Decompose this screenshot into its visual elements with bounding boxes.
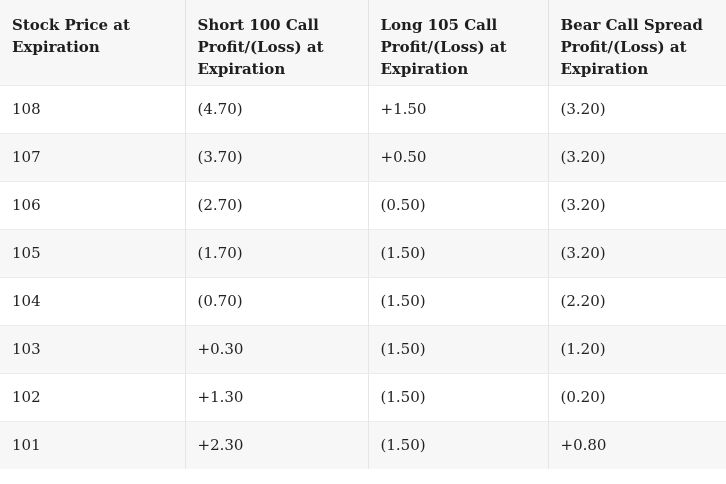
cell-spread: (2.20) [548,276,726,325]
cell-short-call: +1.30 [185,372,369,421]
table-row: 108 (4.70) +1.50 (3.20) [0,84,726,133]
cell-short-call: (1.70) [185,228,369,277]
cell-stock-price: 101 [0,420,186,469]
cell-spread: (3.20) [548,228,726,277]
cell-stock-price: 104 [0,276,186,325]
cell-spread: (0.20) [548,372,726,421]
cell-long-call: (1.50) [368,228,549,277]
table-header-row: Stock Price at Expiration Short 100 Call… [0,0,726,85]
cell-stock-price: 105 [0,228,186,277]
header-long-call: Long 105 Call Profit/(Loss) at Expiratio… [368,0,549,85]
cell-short-call: +2.30 [185,420,369,469]
cell-spread: +0.80 [548,420,726,469]
cell-stock-price: 102 [0,372,186,421]
header-bear-call-spread: Bear Call Spread Profit/(Loss) at Expira… [548,0,726,85]
cell-spread: (3.20) [548,180,726,229]
cell-long-call: (1.50) [368,372,549,421]
table-row: 102 +1.30 (1.50) (0.20) [0,372,726,421]
cell-stock-price: 106 [0,180,186,229]
cell-long-call: (1.50) [368,276,549,325]
cell-short-call: +0.30 [185,324,369,373]
table-row: 106 (2.70) (0.50) (3.20) [0,180,726,229]
cell-long-call: +1.50 [368,84,549,133]
cell-long-call: (0.50) [368,180,549,229]
cell-short-call: (4.70) [185,84,369,133]
cell-long-call: +0.50 [368,132,549,181]
table-row: 101 +2.30 (1.50) +0.80 [0,420,726,469]
header-short-call: Short 100 Call Profit/(Loss) at Expirati… [185,0,369,85]
cell-spread: (3.20) [548,84,726,133]
header-stock-price: Stock Price at Expiration [0,0,186,85]
cell-short-call: (3.70) [185,132,369,181]
cell-long-call: (1.50) [368,420,549,469]
cell-spread: (3.20) [548,132,726,181]
table-row: 107 (3.70) +0.50 (3.20) [0,132,726,181]
cell-long-call: (1.50) [368,324,549,373]
cell-stock-price: 108 [0,84,186,133]
cell-short-call: (0.70) [185,276,369,325]
profit-loss-table: Stock Price at Expiration Short 100 Call… [0,0,726,469]
cell-stock-price: 107 [0,132,186,181]
table-row: 105 (1.70) (1.50) (3.20) [0,228,726,277]
cell-spread: (1.20) [548,324,726,373]
cell-stock-price: 103 [0,324,186,373]
table-row: 104 (0.70) (1.50) (2.20) [0,276,726,325]
cell-short-call: (2.70) [185,180,369,229]
table-row: 103 +0.30 (1.50) (1.20) [0,324,726,373]
